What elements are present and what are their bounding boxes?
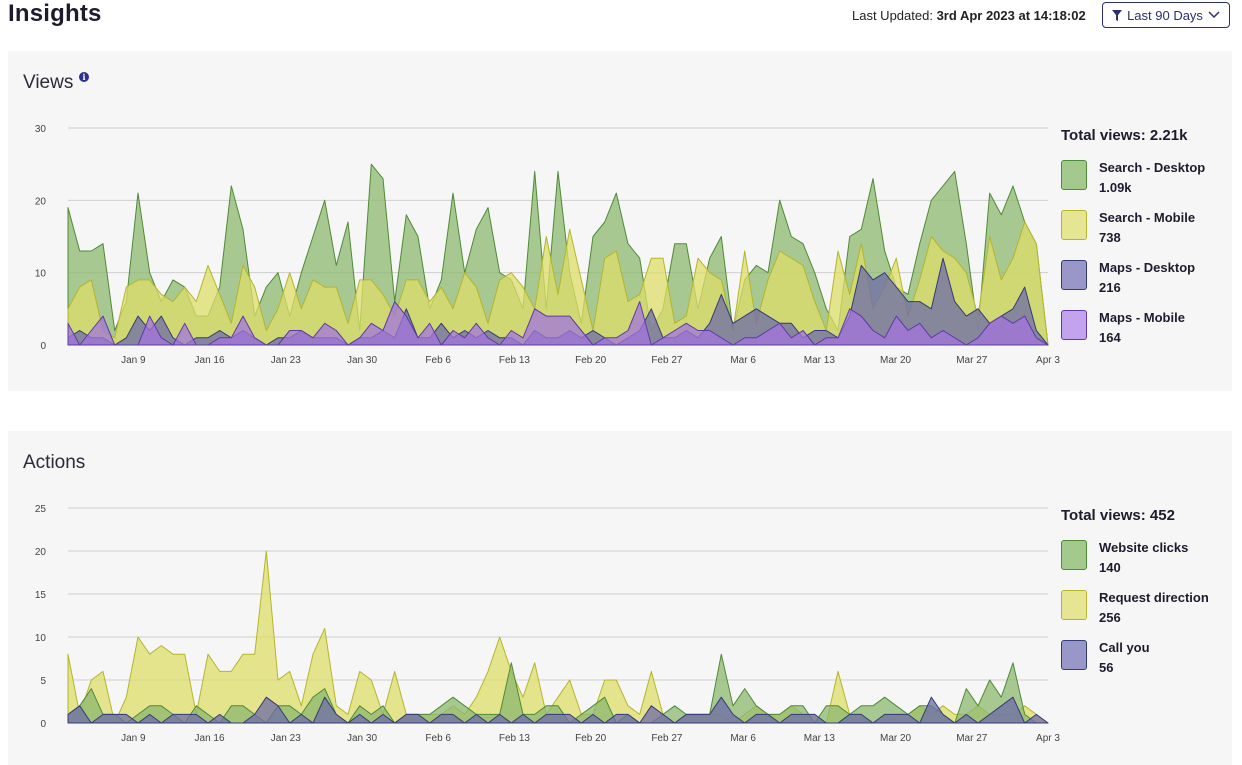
last-updated: Last Updated: 3rd Apr 2023 at 14:18:02 [852, 8, 1086, 23]
x-tick-label: Mar 13 [804, 355, 836, 366]
date-range-button[interactable]: Last 90 Days [1102, 2, 1230, 28]
x-tick-label: Jan 16 [195, 733, 225, 744]
page-title: Insights [8, 0, 102, 27]
y-tick-label: 15 [35, 590, 47, 601]
series-maps-mobile-area [67, 301, 1049, 346]
legend-swatch [1061, 210, 1087, 240]
legend-value: 1.09k [1099, 180, 1132, 195]
x-tick-label: Jan 30 [347, 355, 377, 366]
x-tick-label: Mar 27 [956, 733, 988, 744]
x-tick-label: Mar 20 [880, 733, 912, 744]
legend-swatch [1061, 310, 1087, 340]
date-range-label: Last 90 Days [1127, 7, 1203, 23]
y-tick-label: 0 [40, 719, 46, 730]
x-tick-label: Jan 16 [195, 355, 225, 366]
legend-swatch [1061, 160, 1087, 190]
y-tick-label: 20 [35, 196, 47, 207]
legend-swatch [1061, 260, 1087, 290]
legend-value: 216 [1099, 280, 1121, 295]
x-tick-label: Feb 6 [425, 733, 451, 744]
legend-item-maps-desktop[interactable]: Maps - Desktop 216 [1061, 260, 1231, 310]
legend-item-request-direction[interactable]: Request direction 256 [1061, 590, 1231, 640]
legend-name: Search - Mobile [1099, 210, 1196, 225]
x-tick-label: Apr 3 [1036, 355, 1060, 366]
legend-name: Maps - Desktop [1099, 260, 1196, 275]
legend-value: 164 [1099, 330, 1121, 345]
legend-swatch [1061, 640, 1087, 670]
info-icon[interactable]: i [79, 72, 89, 82]
x-tick-label: Mar 6 [730, 733, 756, 744]
x-tick-label: Jan 23 [271, 733, 301, 744]
x-tick-label: Mar 6 [730, 355, 756, 366]
x-tick-label: Jan 30 [347, 733, 377, 744]
legend-name: Search - Desktop [1099, 160, 1206, 175]
actions-panel: Actions 0 5 10 15 20 25 Jan 9 Jan 16 Jan 23 Jan 3… [8, 431, 1232, 765]
x-tick-label: Feb 13 [499, 355, 531, 366]
y-tick-label: 5 [40, 676, 46, 687]
x-tick-label: Feb 20 [575, 733, 607, 744]
legend-name: Call you [1099, 640, 1150, 655]
legend-value: 738 [1099, 230, 1121, 245]
legend-name: Maps - Mobile [1099, 310, 1185, 325]
y-tick-label: 30 [35, 124, 47, 135]
legend-swatch [1061, 540, 1087, 570]
x-tick-label: Jan 23 [271, 355, 301, 366]
actions-title: Actions [23, 452, 86, 473]
legend-item-website-clicks[interactable]: Website clicks 140 [1061, 540, 1231, 590]
views-total: Total views: 2.21k [1061, 127, 1188, 144]
last-updated-label: Last Updated: [852, 8, 933, 23]
legend-value: 56 [1099, 660, 1114, 675]
last-updated-value: 3rd Apr 2023 at 14:18:02 [936, 8, 1086, 23]
legend-item-search-desktop[interactable]: Search - Desktop 1.09k [1061, 160, 1231, 210]
chevron-down-icon [1208, 11, 1220, 19]
x-tick-label: Mar 27 [956, 355, 988, 366]
x-tick-label: Jan 9 [121, 733, 146, 744]
y-tick-label: 20 [35, 547, 47, 558]
x-tick-label: Feb 20 [575, 355, 607, 366]
views-title: Views [23, 72, 74, 93]
actions-total: Total views: 452 [1061, 507, 1175, 524]
views-panel: Views i 0 10 20 30 Jan 9 Jan 16 Jan 23 Jan 30 Fe… [8, 51, 1232, 391]
legend-value: 256 [1099, 610, 1121, 625]
x-tick-label: Feb 27 [651, 733, 683, 744]
x-tick-label: Feb 6 [425, 355, 451, 366]
legend-item-search-mobile[interactable]: Search - Mobile 738 [1061, 210, 1231, 260]
legend-name: Request direction [1099, 590, 1209, 605]
x-tick-label: Feb 27 [651, 355, 683, 366]
filter-icon [1112, 9, 1123, 21]
y-tick-label: 10 [35, 633, 47, 644]
x-tick-label: Mar 13 [804, 733, 836, 744]
views-legend: Total views: 2.21k Search - Desktop 1.09… [1061, 127, 1231, 360]
legend-value: 140 [1099, 560, 1121, 575]
series-search-mobile-area [67, 221, 1049, 346]
x-tick-label: Jan 9 [121, 355, 146, 366]
y-tick-label: 25 [35, 504, 47, 515]
legend-item-maps-mobile[interactable]: Maps - Mobile 164 [1061, 310, 1231, 360]
x-tick-label: Mar 20 [880, 355, 912, 366]
legend-swatch [1061, 590, 1087, 620]
y-tick-label: 0 [40, 341, 46, 352]
y-tick-label: 10 [35, 269, 47, 280]
views-chart: 0 10 20 30 Jan 9 Jan 16 Jan 23 Jan 30 Feb 6 Feb 1… [35, 124, 1061, 366]
actions-chart: 0 5 10 15 20 25 Jan 9 Jan 16 Jan 23 Jan 30 Feb 6 Fe… [35, 504, 1061, 744]
x-tick-label: Feb 13 [499, 733, 531, 744]
legend-name: Website clicks [1099, 540, 1189, 555]
actions-legend: Total views: 452 Website clicks 140 Requ… [1061, 507, 1231, 690]
legend-item-call-you[interactable]: Call you 56 [1061, 640, 1231, 690]
series-call-you-area [67, 696, 1049, 724]
x-tick-label: Apr 3 [1036, 733, 1060, 744]
